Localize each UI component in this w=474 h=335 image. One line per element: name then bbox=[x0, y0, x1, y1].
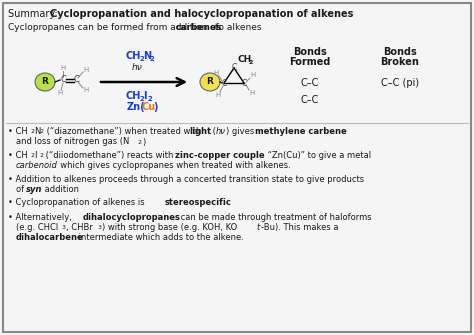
Text: Summary:: Summary: bbox=[8, 9, 61, 19]
Text: H: H bbox=[83, 87, 89, 93]
Text: C: C bbox=[60, 75, 66, 84]
Text: carbenes: carbenes bbox=[176, 23, 222, 32]
Text: C–C (pi): C–C (pi) bbox=[381, 78, 419, 88]
Text: 2: 2 bbox=[138, 139, 142, 144]
Text: 2: 2 bbox=[40, 129, 44, 134]
Text: C–C: C–C bbox=[301, 95, 319, 105]
Text: H: H bbox=[215, 92, 220, 98]
Text: Cyclopropanation and halocyclopropanation of alkenes: Cyclopropanation and halocyclopropanatio… bbox=[50, 9, 354, 19]
Text: I: I bbox=[34, 151, 36, 160]
Text: intermediate which adds to the alkene.: intermediate which adds to the alkene. bbox=[76, 233, 244, 243]
Text: which gives cyclopropanes when treated with alkenes.: which gives cyclopropanes when treated w… bbox=[55, 161, 291, 171]
Text: hν: hν bbox=[132, 64, 142, 72]
Text: 2: 2 bbox=[30, 153, 34, 158]
Text: ): ) bbox=[153, 102, 157, 112]
Text: methylene carbene: methylene carbene bbox=[255, 127, 347, 136]
Text: ) with strong base (e.g. KOH, KO: ) with strong base (e.g. KOH, KO bbox=[102, 223, 237, 232]
Ellipse shape bbox=[35, 73, 55, 91]
Ellipse shape bbox=[200, 73, 220, 91]
Text: 3: 3 bbox=[98, 225, 102, 230]
Text: (“diiodomethane”) reacts with: (“diiodomethane”) reacts with bbox=[43, 151, 176, 160]
Text: R: R bbox=[42, 77, 48, 86]
Text: 2: 2 bbox=[139, 56, 144, 62]
Text: H: H bbox=[213, 70, 219, 76]
Text: 2: 2 bbox=[248, 60, 252, 65]
Text: , CHBr: , CHBr bbox=[66, 223, 93, 232]
Text: N: N bbox=[143, 51, 151, 61]
Text: CH: CH bbox=[126, 91, 141, 101]
Text: • Alternatively,: • Alternatively, bbox=[8, 212, 74, 221]
Text: ): ) bbox=[142, 137, 145, 146]
Text: N: N bbox=[34, 127, 40, 136]
Text: stereospecific: stereospecific bbox=[165, 198, 232, 207]
Text: 3: 3 bbox=[62, 225, 66, 230]
Text: (“diazomethane”) when treated with: (“diazomethane”) when treated with bbox=[44, 127, 204, 136]
Text: 2: 2 bbox=[39, 153, 43, 158]
Text: zinc-copper couple: zinc-copper couple bbox=[175, 151, 264, 160]
Text: • CH: • CH bbox=[8, 151, 28, 160]
Text: H: H bbox=[57, 90, 63, 96]
Text: of: of bbox=[16, 186, 27, 195]
Text: • Cyclopropanation of alkenes is: • Cyclopropanation of alkenes is bbox=[8, 198, 147, 207]
Text: dihalocyclopropanes: dihalocyclopropanes bbox=[83, 212, 181, 221]
Text: syn: syn bbox=[26, 186, 43, 195]
Text: Broken: Broken bbox=[381, 57, 419, 67]
Text: R: R bbox=[207, 77, 213, 86]
Text: light: light bbox=[189, 127, 211, 136]
Text: H: H bbox=[60, 65, 65, 71]
Text: C: C bbox=[231, 64, 237, 72]
Text: Cyclopropanes can be formed from addition of: Cyclopropanes can be formed from additio… bbox=[8, 23, 222, 32]
Text: 2: 2 bbox=[139, 96, 144, 102]
Text: H: H bbox=[83, 67, 89, 73]
Text: dihalocarbene: dihalocarbene bbox=[16, 233, 84, 243]
Text: carbenoid: carbenoid bbox=[16, 161, 58, 171]
Text: • Addition to alkenes proceeds through a concerted transition state to give prod: • Addition to alkenes proceeds through a… bbox=[8, 175, 364, 184]
Text: CH: CH bbox=[238, 55, 252, 64]
Text: CH: CH bbox=[126, 51, 141, 61]
Text: H: H bbox=[249, 90, 255, 96]
Text: C: C bbox=[241, 78, 246, 87]
Text: C–C: C–C bbox=[301, 78, 319, 88]
Text: C: C bbox=[73, 75, 79, 84]
Text: 2: 2 bbox=[150, 56, 155, 62]
Text: -Bu). This makes a: -Bu). This makes a bbox=[261, 223, 338, 232]
Text: can be made through treatment of haloforms: can be made through treatment of halofor… bbox=[178, 212, 372, 221]
Text: C: C bbox=[221, 78, 227, 87]
Text: (: ( bbox=[210, 127, 216, 136]
Text: Cu: Cu bbox=[141, 102, 155, 112]
Text: addition: addition bbox=[42, 186, 79, 195]
Text: Bonds: Bonds bbox=[383, 47, 417, 57]
Text: Bonds: Bonds bbox=[293, 47, 327, 57]
Text: 2: 2 bbox=[148, 96, 153, 102]
Text: Formed: Formed bbox=[289, 57, 331, 67]
Text: and loss of nitrogen gas (N: and loss of nitrogen gas (N bbox=[16, 137, 129, 146]
Text: hν: hν bbox=[216, 127, 226, 136]
Text: (e.g. CHCl: (e.g. CHCl bbox=[16, 223, 58, 232]
Text: t: t bbox=[256, 223, 259, 232]
Text: “Zn(Cu)” to give a metal: “Zn(Cu)” to give a metal bbox=[265, 151, 371, 160]
Text: • CH: • CH bbox=[8, 127, 28, 136]
Text: 2: 2 bbox=[30, 129, 34, 134]
Text: to alkenes: to alkenes bbox=[212, 23, 262, 32]
Text: ) gives: ) gives bbox=[226, 127, 257, 136]
FancyBboxPatch shape bbox=[3, 3, 471, 332]
Text: H: H bbox=[250, 72, 255, 78]
Text: I: I bbox=[143, 91, 146, 101]
Text: Zn(: Zn( bbox=[127, 102, 146, 112]
